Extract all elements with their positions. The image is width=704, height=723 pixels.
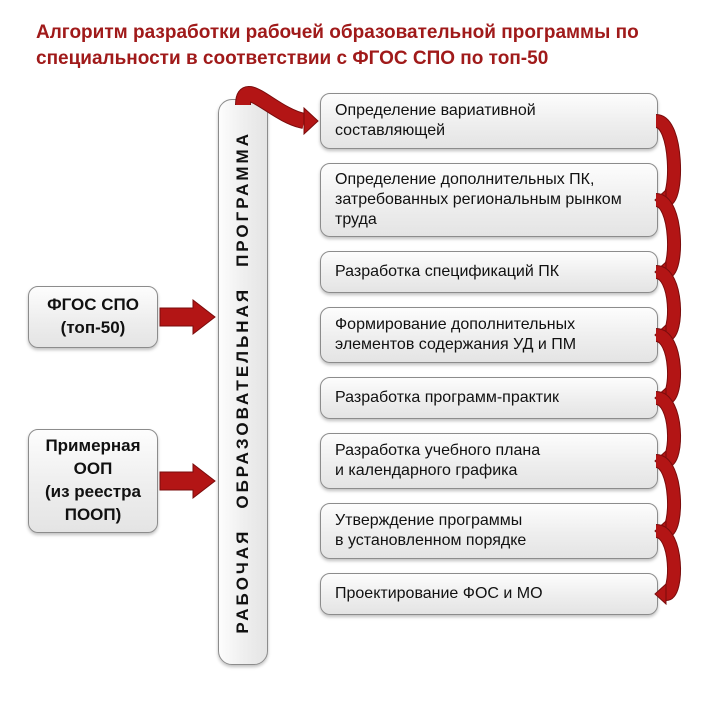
step-label: Разработка программ-практик: [335, 388, 559, 408]
page-title: Алгоритм разработки рабочей образователь…: [0, 0, 704, 81]
input-box-poop: Примерная ООП (из реестра ПООП): [28, 429, 158, 533]
step-box: Утверждение программы в установленном по…: [320, 503, 658, 559]
arrow-icon: [160, 300, 215, 334]
step-label: Разработка спецификаций ПК: [335, 262, 559, 282]
connector-arrow: [656, 398, 674, 461]
step-label: Определение вариативной составляющей: [335, 101, 643, 141]
arrow-icon: [160, 464, 215, 498]
step-box: Разработка программ-практик: [320, 377, 658, 419]
connector-arrow: [656, 272, 674, 335]
vertical-column: РАБОЧАЯ ОБРАЗОВАТЕЛЬНАЯ ПРОГРАММА: [218, 99, 268, 665]
step-box: Формирование дополнительных элементов со…: [320, 307, 658, 363]
connector-arrow: [656, 200, 674, 272]
step-box: Разработка учебного плана и календарного…: [320, 433, 658, 489]
step-box: Определение дополнительных ПК, затребова…: [320, 163, 658, 237]
step-label: Проектирование ФОС и МО: [335, 584, 543, 604]
vertical-column-label: РАБОЧАЯ ОБРАЗОВАТЕЛЬНАЯ ПРОГРАММА: [233, 131, 253, 634]
diagram-canvas: ФГОС СПО (топ-50) Примерная ООП (из реес…: [0, 81, 704, 691]
connector-arrow: [656, 461, 674, 531]
connector-arrow: [656, 121, 674, 200]
step-box: Разработка спецификаций ПК: [320, 251, 658, 293]
connector-arrow: [656, 531, 674, 594]
step-label: Формирование дополнительных элементов со…: [335, 315, 643, 355]
step-box: Проектирование ФОС и МО: [320, 573, 658, 615]
input-box-poop-label: Примерная ООП (из реестра ПООП): [43, 435, 143, 527]
step-label: Определение дополнительных ПК, затребова…: [335, 170, 643, 230]
step-box: Определение вариативной составляющей: [320, 93, 658, 149]
connector-arrow: [656, 335, 674, 398]
step-label: Разработка учебного плана и календарного…: [335, 441, 643, 481]
input-box-fgos: ФГОС СПО (топ-50): [28, 286, 158, 348]
input-box-fgos-label: ФГОС СПО (топ-50): [43, 294, 143, 340]
step-label: Утверждение программы в установленном по…: [335, 511, 643, 551]
